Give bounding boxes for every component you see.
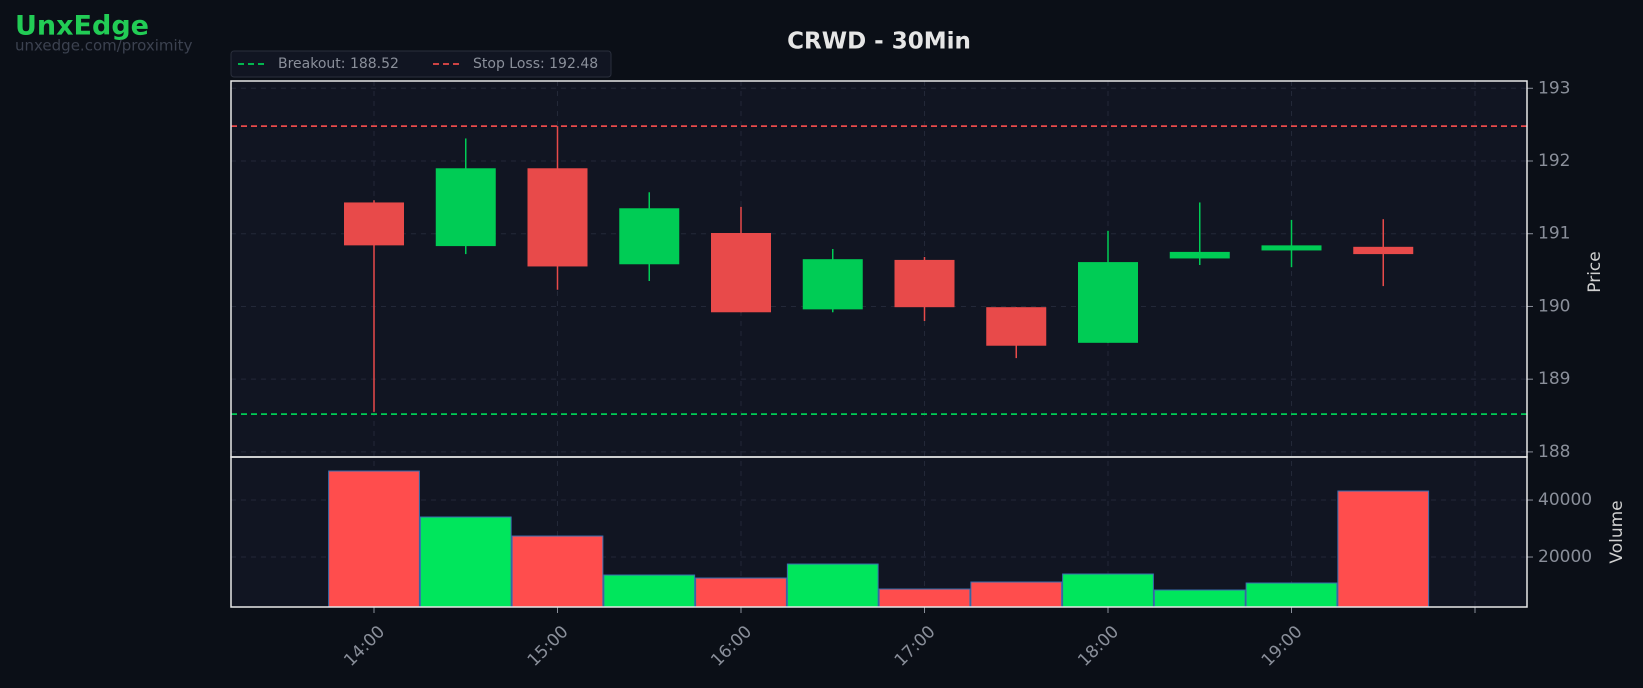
candle-body [435,168,496,247]
candle-body [986,307,1047,346]
volume-bar [419,516,512,608]
y-tick-label: 192 [1538,151,1570,171]
candle-body [1169,251,1230,259]
volume-bar [695,577,787,608]
y-tick-label: 191 [1538,224,1570,244]
candle-body [894,259,955,308]
volume-bar [511,535,604,608]
plot-layer [231,81,1533,613]
legend-label: Stop Loss: 192.48 [473,56,598,72]
y-tick-label: 190 [1538,296,1570,316]
volume-bar [1245,582,1338,608]
y-tick-label: 188 [1538,442,1570,462]
y-tick-label: 189 [1538,369,1570,389]
volume-y-tick-label: 40000 [1538,490,1592,510]
y-axis-label: Price [1585,251,1605,292]
candle-body [619,208,680,265]
volume-bar [603,574,696,608]
y-tick-label: 193 [1538,78,1570,98]
volume-y-tick-label: 20000 [1538,547,1592,567]
brand-url: unxedge.com/proximity [15,37,193,55]
candle-body [1261,245,1322,251]
candle-body [802,259,863,310]
legend [230,50,612,78]
volume-bar [1337,490,1430,608]
price-panel [231,81,1527,457]
volume-bar [786,563,879,608]
candle-body [1078,262,1138,343]
volume-frame [230,456,1528,608]
legend-label: Breakout: 188.52 [278,56,399,72]
volume-bar [878,588,971,608]
candle-body [344,202,404,246]
volume-bar [970,581,1063,608]
candle-body [711,233,771,313]
volume-bar [1062,573,1154,608]
brand-name: UnxEdge [15,11,149,42]
candle-body [1353,246,1414,255]
chart-title: CRWD - 30Min [787,29,971,55]
volume-bar [1153,589,1246,608]
candle-body [527,168,588,267]
volume-axis-label: Volume [1607,500,1627,563]
volume-bar [328,470,420,608]
